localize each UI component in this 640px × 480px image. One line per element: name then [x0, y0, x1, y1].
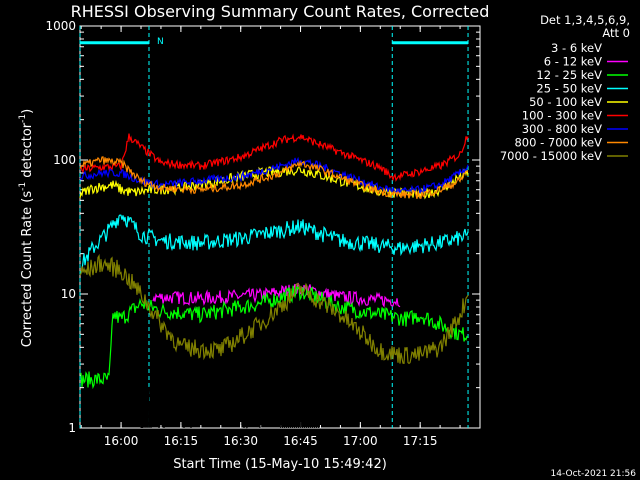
- plot-frame: [79, 25, 481, 429]
- x-axis-label: Start Time (15-May-10 15:49:42): [173, 457, 387, 472]
- legend-label: 50 - 100 keV: [529, 95, 602, 109]
- y-tick-label: 100: [53, 153, 76, 167]
- y-tick-label: 1000: [45, 19, 76, 33]
- legend-header-line1: Det 1,3,4,5,6,9,: [540, 13, 630, 27]
- x-tick-label: 16:00: [104, 434, 139, 448]
- legend-label: 800 - 7000 keV: [514, 136, 602, 150]
- x-tick-label: 16:15: [164, 434, 199, 448]
- y-axis-label: Corrected Count Rate (s-1 detector-1): [18, 109, 35, 347]
- x-tick-label: 16:45: [283, 434, 318, 448]
- legend-label: 25 - 50 keV: [536, 82, 602, 96]
- legend-label: 6 - 12 keV: [544, 55, 602, 69]
- series-line: [79, 253, 469, 365]
- timestamp: 14-Oct-2021 21:56: [551, 469, 637, 479]
- series-line: [141, 351, 321, 429]
- legend-label: 300 - 800 keV: [522, 122, 602, 136]
- plot-border: [79, 25, 481, 429]
- x-tick-label: 17:15: [403, 434, 438, 448]
- series-line: [79, 133, 469, 182]
- series-line: [152, 282, 401, 308]
- legend-label: 7000 - 15000 keV: [500, 149, 602, 163]
- x-axis: 16:00 16:15 16:30 16:45 17:00 17:15: [80, 26, 481, 448]
- flag-overlay: [79, 26, 469, 428]
- series-line: [79, 214, 469, 275]
- x-tick-label: 16:30: [223, 434, 258, 448]
- legend-header-line2: Att 0: [602, 26, 630, 40]
- legend-label: 100 - 300 keV: [522, 109, 602, 123]
- y-axis: 1 10 100 1000: [45, 19, 480, 435]
- legend-label: 12 - 25 keV: [536, 68, 602, 82]
- legend-label: 3 - 6 keV: [551, 41, 602, 55]
- series-line: [79, 156, 469, 199]
- series-line: [79, 285, 469, 390]
- x-tick-label: 17:00: [343, 434, 378, 448]
- series-layer: [79, 133, 469, 429]
- flag-label: N: [157, 37, 164, 47]
- chart-title: RHESSI Observing Summary Count Rates, Co…: [71, 2, 490, 21]
- y-tick-label: 10: [61, 287, 76, 301]
- y-tick-label: 1: [68, 421, 76, 435]
